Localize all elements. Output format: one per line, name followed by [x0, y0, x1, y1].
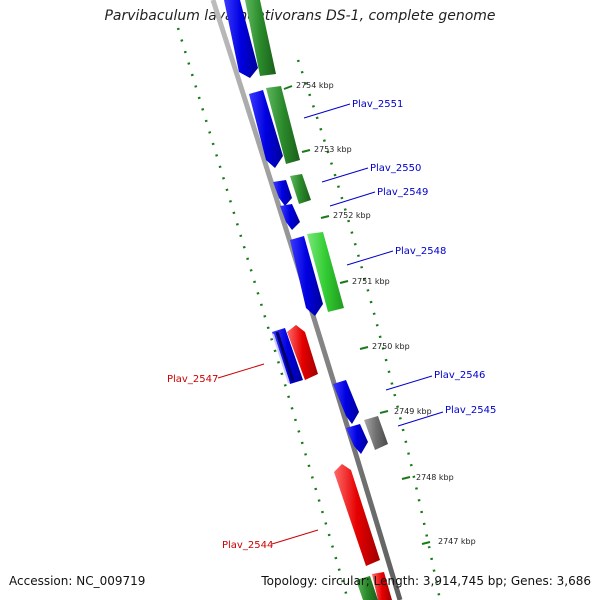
gene-feature [266, 86, 300, 164]
label-leader [321, 167, 369, 183]
kbp-ticks: 2754 kbp 2753 kbp 2752 kbp 2751 kbp 2750… [283, 81, 476, 546]
feature-track [224, 0, 392, 600]
gene-arrow [287, 325, 318, 380]
tick-label: 2754 kbp [296, 81, 334, 90]
tick-label: 2751 kbp [352, 277, 390, 286]
tick-mark [359, 346, 369, 350]
gene-arrow [333, 380, 359, 424]
gene-labels: Plav_2551 Plav_2550 Plav_2549 Plav_2548 … [167, 99, 496, 551]
label-leader [217, 363, 265, 379]
inner-tick-track [176, 27, 350, 600]
tick-mark [401, 476, 411, 480]
tick-mark [283, 85, 293, 90]
gene-label-plav-2548[interactable]: Plav_2548 [395, 246, 446, 257]
gene-feature [356, 576, 378, 600]
gene-arrow [273, 180, 292, 206]
gene-feature [290, 174, 311, 204]
gene-label-plav-2545[interactable]: Plav_2545 [445, 405, 496, 416]
tick-label: 2747 kbp [438, 537, 476, 546]
tick-mark [301, 149, 311, 153]
gene-feature-stripe [275, 331, 295, 382]
gene-label-plav-2551[interactable]: Plav_2551 [352, 99, 403, 110]
genome-stats-text: Topology: circular; Length: 3,914,745 bp… [261, 574, 591, 588]
map-title: Parvibaculum lavamentivorans DS-1, compl… [104, 8, 496, 24]
tick-label: 2748 kbp [416, 473, 454, 482]
gene-arrow [280, 204, 300, 230]
accession-text: Accession: NC_009719 [9, 574, 146, 588]
gene-feature [364, 416, 388, 450]
gene-arrow [249, 90, 283, 168]
gene-arrow [290, 236, 323, 316]
tick-label: 2752 kbp [333, 211, 371, 220]
label-leader [303, 103, 351, 119]
gene-label-plav-2547[interactable]: Plav_2547 [167, 374, 218, 385]
tick-mark [421, 541, 431, 545]
gene-feature [307, 232, 344, 312]
gene-arrow [224, 0, 258, 78]
gene-arrow [346, 424, 368, 454]
gene-label-plav-2544[interactable]: Plav_2544 [222, 540, 273, 551]
tick-mark [339, 280, 349, 284]
tick-mark [379, 410, 389, 414]
gene-feature-stripe [272, 333, 290, 384]
tick-label: 2749 kbp [394, 407, 432, 416]
gene-label-plav-2550[interactable]: Plav_2550 [370, 163, 421, 174]
label-leader [346, 250, 394, 266]
gene-label-plav-2549[interactable]: Plav_2549 [377, 187, 428, 198]
tick-mark [320, 215, 330, 219]
gene-arrow [372, 572, 392, 600]
tick-label: 2753 kbp [314, 145, 352, 154]
tick-label: 2750 kbp [372, 342, 410, 351]
gene-label-plav-2546[interactable]: Plav_2546 [434, 370, 485, 381]
label-leader [385, 375, 433, 391]
gene-feature [245, 0, 276, 76]
gene-arrow [334, 464, 380, 566]
label-leader [271, 529, 319, 545]
label-leader [397, 411, 444, 427]
label-leader [329, 191, 376, 207]
